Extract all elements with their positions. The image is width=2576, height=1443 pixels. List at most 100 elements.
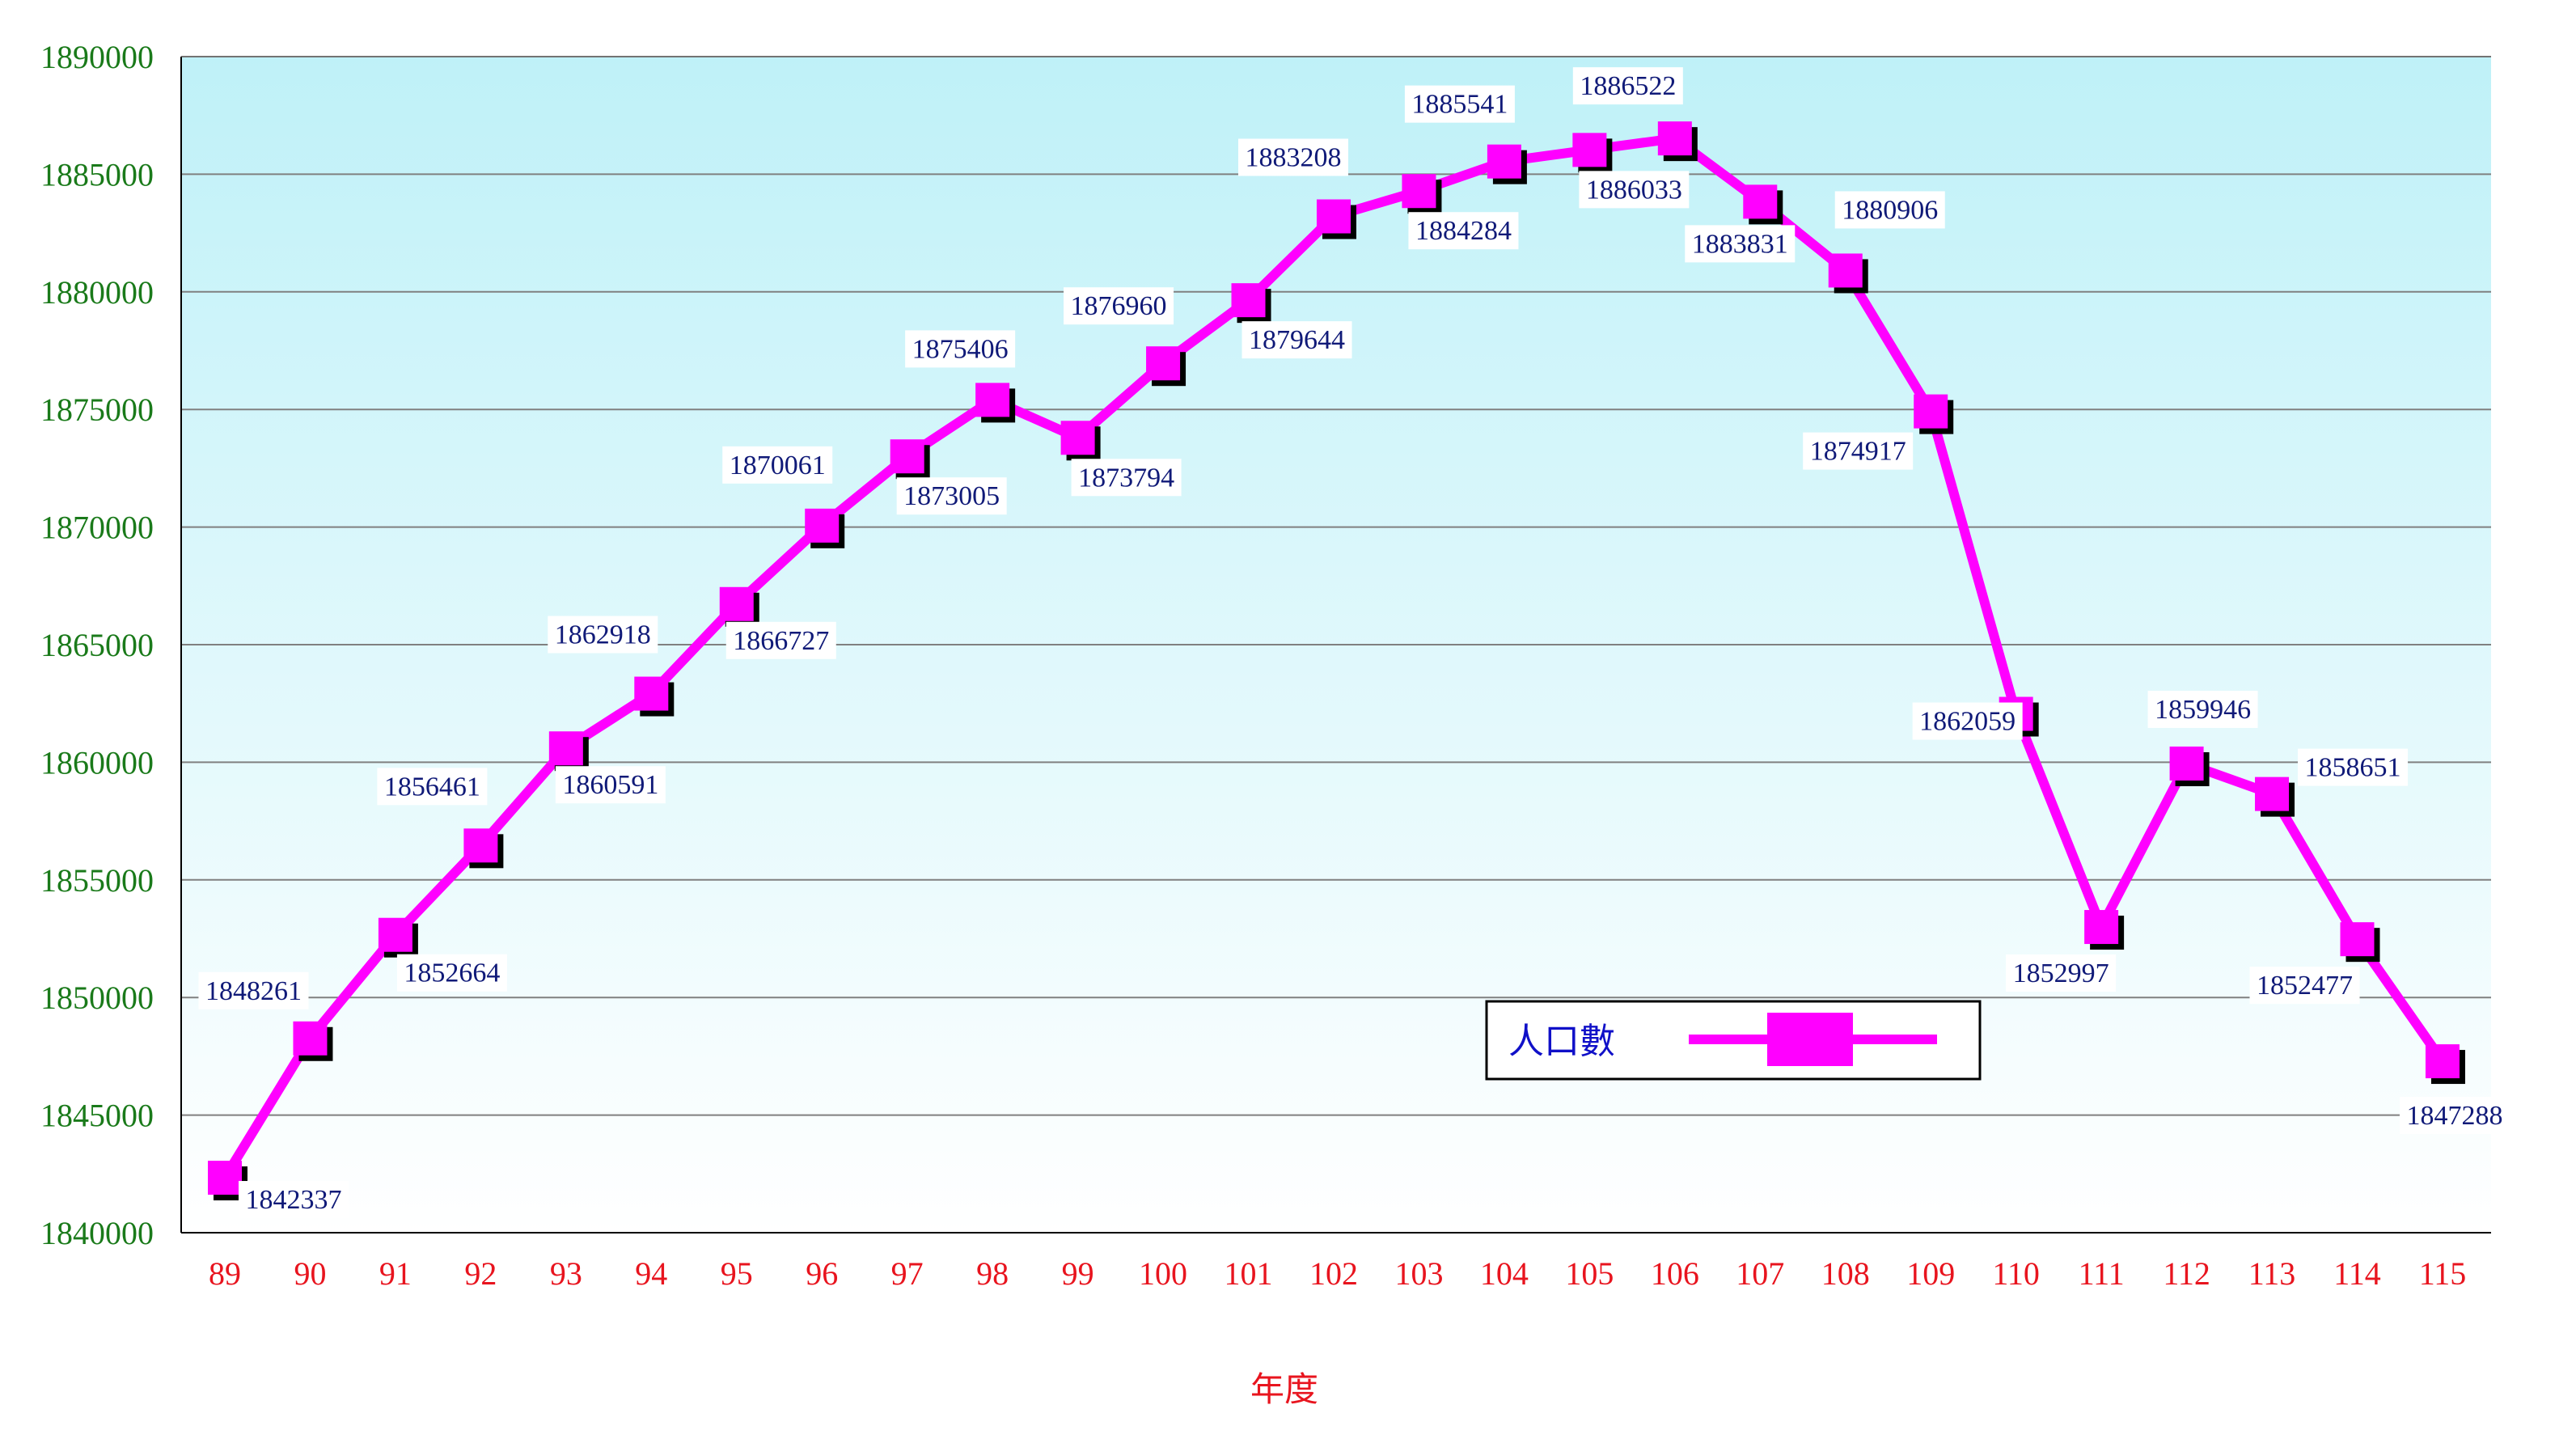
x-tick-label: 115 xyxy=(2419,1255,2467,1292)
data-label: 1852664 xyxy=(404,958,500,988)
data-label: 1852477 xyxy=(2257,971,2353,1001)
data-point xyxy=(2255,777,2290,811)
data-label: 1847288 xyxy=(2406,1101,2502,1131)
x-tick-label: 101 xyxy=(1225,1255,1273,1292)
x-tick-label: 95 xyxy=(721,1255,753,1292)
data-point xyxy=(1487,144,1521,179)
data-point xyxy=(719,586,754,621)
data-label-bg xyxy=(2399,1097,2510,1135)
data-label: 1876960 xyxy=(1071,291,1167,321)
data-label-bg xyxy=(2006,954,2117,992)
y-tick-label: 1875000 xyxy=(40,391,154,428)
data-label: 1885541 xyxy=(1411,90,1508,120)
x-tick-label: 93 xyxy=(550,1255,582,1292)
x-tick-label: 103 xyxy=(1394,1255,1443,1292)
data-label-bg xyxy=(396,954,507,992)
data-label: 1860591 xyxy=(562,770,658,800)
data-point xyxy=(1828,253,1863,288)
data-label-bg xyxy=(1408,212,1519,250)
x-tick-label: 112 xyxy=(2163,1255,2210,1292)
data-label-bg xyxy=(905,330,1016,368)
y-tick-label: 1870000 xyxy=(40,510,154,546)
data-label: 1852997 xyxy=(2013,958,2109,988)
x-tick-label: 114 xyxy=(2333,1255,2381,1292)
data-label: 1874917 xyxy=(1810,437,1906,467)
y-tick-label: 1855000 xyxy=(40,862,154,899)
y-tick-label: 1880000 xyxy=(40,274,154,311)
data-label: 1870061 xyxy=(730,451,826,480)
data-label: 1879644 xyxy=(1249,325,1345,355)
data-label-bg xyxy=(198,971,309,1009)
data-label-bg xyxy=(725,621,836,659)
data-label: 1884284 xyxy=(1415,216,1512,246)
data-point xyxy=(634,676,669,711)
data-label-bg xyxy=(896,477,1007,515)
data-label-bg xyxy=(1064,287,1174,325)
data-label: 1866727 xyxy=(733,626,829,656)
data-label: 1886522 xyxy=(1580,71,1676,101)
data-label: 1883208 xyxy=(1245,143,1341,173)
data-point xyxy=(1146,346,1181,381)
legend: 人口數 xyxy=(1485,1000,1982,1081)
x-axis-title: 年度 xyxy=(1250,1371,1318,1409)
y-tick-label: 1860000 xyxy=(40,744,154,781)
data-label-bg xyxy=(1834,191,1945,229)
data-point xyxy=(208,1161,242,1195)
legend-marker-swatch xyxy=(1767,1013,1853,1066)
x-tick-label: 104 xyxy=(1480,1255,1529,1292)
data-label-bg xyxy=(1237,138,1348,176)
data-point xyxy=(548,731,583,766)
y-tick-label: 1840000 xyxy=(40,1215,154,1251)
data-label-bg xyxy=(555,766,666,804)
x-tick-label: 99 xyxy=(1062,1255,1094,1292)
x-tick-label: 111 xyxy=(2079,1255,2125,1292)
data-point xyxy=(2340,922,2375,957)
data-point xyxy=(463,828,498,863)
data-point xyxy=(1316,199,1351,234)
y-tick-label: 1845000 xyxy=(40,1098,154,1134)
data-label-bg xyxy=(1071,459,1182,497)
series-line xyxy=(208,121,2465,1201)
data-point xyxy=(2169,746,2204,781)
data-label: 1862059 xyxy=(1919,707,2016,737)
data-point xyxy=(890,439,924,474)
x-tick-label: 109 xyxy=(1906,1255,1955,1292)
data-label: 1842337 xyxy=(246,1185,342,1215)
data-point xyxy=(1657,121,1692,156)
data-label: 1858651 xyxy=(2305,753,2401,783)
data-label: 1883831 xyxy=(1692,229,1788,259)
x-tick-label: 98 xyxy=(976,1255,1009,1292)
data-label: 1848261 xyxy=(205,976,302,1006)
x-tick-label: 92 xyxy=(464,1255,497,1292)
data-point xyxy=(1231,283,1266,318)
axes: 1840000 1845000 1850000 1855000 1860000 18650… xyxy=(40,39,2491,1292)
data-label-bg xyxy=(2298,748,2409,786)
data-label-bg xyxy=(1572,67,1683,105)
x-tick-label: 96 xyxy=(806,1255,838,1292)
data-label: 1862918 xyxy=(555,620,651,650)
x-tick-label: 108 xyxy=(1821,1255,1870,1292)
x-tick-label: 110 xyxy=(1992,1255,2040,1292)
data-label-bg xyxy=(722,446,833,484)
y-tick-label: 1890000 xyxy=(40,39,154,75)
data-label-bg xyxy=(239,1181,349,1219)
data-label-bg xyxy=(2249,967,2360,1005)
data-label: 1856461 xyxy=(384,772,480,802)
data-point xyxy=(1572,133,1607,167)
data-label-bg xyxy=(377,768,488,806)
data-label-bg xyxy=(1241,321,1352,359)
x-tick-label: 106 xyxy=(1651,1255,1699,1292)
data-point xyxy=(975,383,1010,417)
data-label-bg xyxy=(1579,171,1690,209)
x-tick-label: 107 xyxy=(1736,1255,1784,1292)
y-tick-label: 1865000 xyxy=(40,627,154,663)
x-tick-label: 102 xyxy=(1309,1255,1358,1292)
data-label: 1873005 xyxy=(903,481,1000,511)
legend-series-name: 人口數 xyxy=(1508,1021,1615,1062)
data-point xyxy=(805,508,840,543)
data-label: 1886033 xyxy=(1586,175,1682,205)
data-point xyxy=(1402,174,1436,209)
x-tick-label: 113 xyxy=(2248,1255,2296,1292)
